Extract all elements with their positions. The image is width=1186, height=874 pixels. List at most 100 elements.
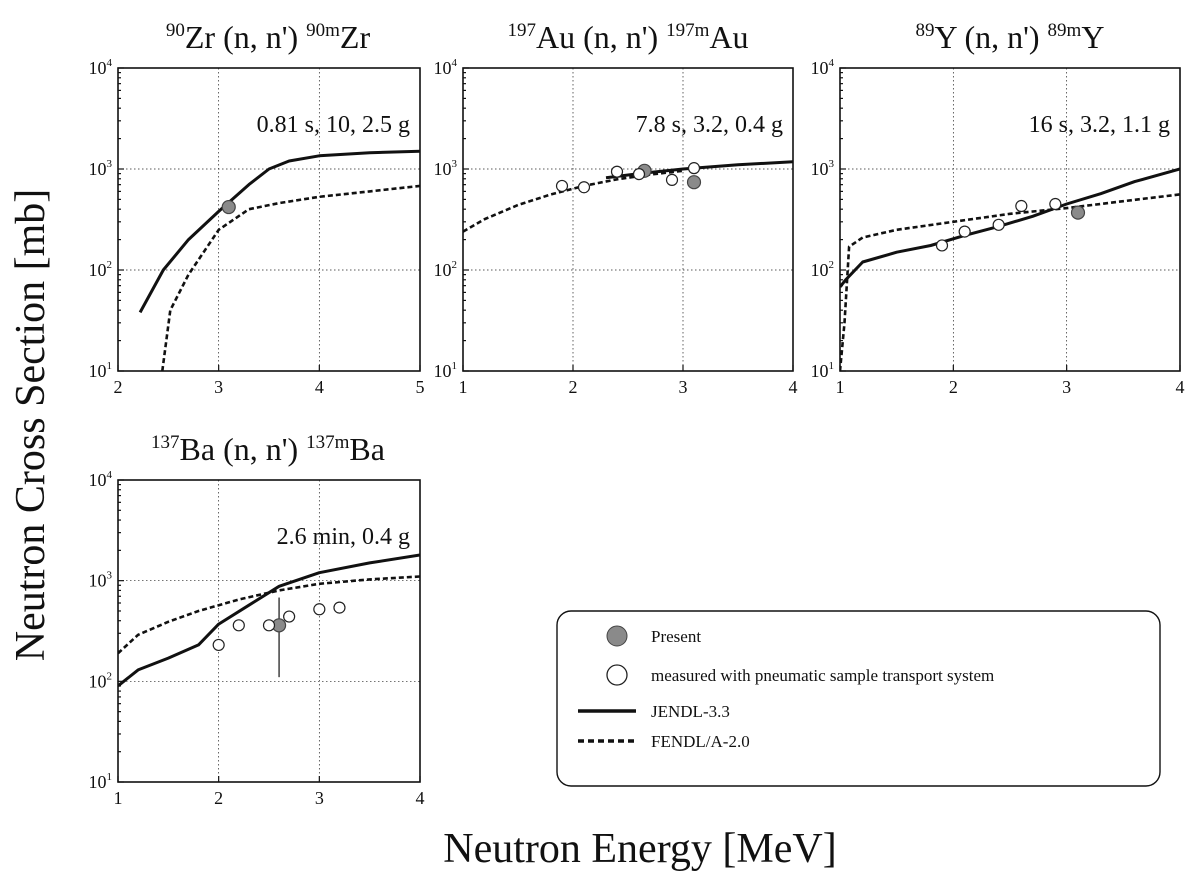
fendl-curve	[118, 575, 420, 655]
panel-annotation: 7.8 s, 3.2, 0.4 g	[636, 112, 783, 138]
y-tick-label: 101	[89, 771, 113, 792]
title-mass-number: 89	[916, 20, 935, 41]
plot-frame	[117, 479, 421, 783]
y-tick-exponent: 4	[452, 57, 458, 69]
x-tick-label: 2	[569, 377, 578, 397]
plot-area	[138, 149, 420, 371]
y-tick-exponent: 3	[107, 570, 113, 582]
y-tick-exponent: 4	[107, 57, 113, 69]
y-tick-label: 104	[811, 57, 835, 78]
y-tick-label: 102	[434, 259, 458, 280]
y-tick-base: 10	[434, 361, 452, 381]
y-tick-exponent: 4	[107, 469, 113, 481]
y-tick-base: 10	[811, 260, 829, 280]
y-tick-base: 10	[811, 361, 829, 381]
x-tick-label: 1	[836, 377, 845, 397]
y-tick-label: 101	[89, 360, 113, 381]
x-tick-label: 2	[949, 377, 958, 397]
x-tick-label: 4	[315, 377, 324, 397]
y-tick-base: 10	[89, 470, 107, 490]
jendl-curve	[118, 553, 420, 688]
plot-frame	[462, 67, 794, 372]
y-tick-base: 10	[811, 58, 829, 78]
y-tick-base: 10	[89, 58, 107, 78]
y-tick-exponent: 1	[829, 360, 835, 372]
measured-point	[313, 603, 326, 616]
title-mass-number: 90	[166, 20, 185, 41]
measured-point	[577, 181, 591, 194]
measured-point	[958, 225, 971, 238]
title-reaction: Zr (n, n')	[185, 19, 306, 55]
measured-point	[212, 638, 225, 652]
panel-title: 197Au (n, n') 197mAu	[507, 19, 748, 55]
x-tick-label: 2	[214, 788, 223, 808]
y-tick-label: 101	[811, 360, 835, 381]
y-tick-exponent: 3	[107, 158, 113, 170]
plot-frame	[839, 67, 1181, 372]
panel-annotation: 0.81 s, 10, 2.5 g	[257, 112, 410, 138]
present-point	[221, 199, 236, 215]
y-tick-label: 103	[89, 158, 113, 179]
fendl-curve	[463, 169, 684, 233]
y-tick-base: 10	[434, 159, 452, 179]
y-tick-base: 10	[89, 671, 107, 691]
title-isomer-mass-number: 90m	[306, 20, 340, 41]
jendl-curve	[138, 149, 420, 314]
panel-title: 90Zr (n, n') 90mZr	[166, 19, 371, 55]
measured-point	[555, 179, 569, 193]
plot-frame	[117, 67, 421, 372]
fendl-curve	[840, 193, 1180, 371]
x-tick-label: 4	[1176, 377, 1185, 397]
present-point	[686, 175, 702, 190]
y-tick-label: 104	[89, 57, 113, 78]
y-tick-exponent: 3	[829, 158, 835, 170]
title-reaction: Au (n, n')	[536, 19, 666, 55]
title-product: Zr	[340, 19, 371, 55]
legend-measured-marker	[606, 664, 628, 686]
y-tick-exponent: 2	[452, 259, 458, 271]
title-reaction: Ba (n, n')	[180, 431, 307, 467]
measured-point	[632, 168, 646, 181]
legend-label-present: Present	[651, 627, 701, 646]
y-tick-base: 10	[434, 260, 452, 280]
y-tick-exponent: 3	[452, 158, 458, 170]
title-mass-number: 197	[507, 20, 536, 41]
jendl-curve	[605, 160, 793, 180]
y-tick-label: 102	[811, 259, 835, 280]
panel-title: 89Y (n, n') 89mY	[916, 19, 1105, 55]
plot-area	[118, 553, 420, 688]
measured-point	[665, 173, 679, 186]
legend-box	[556, 610, 1161, 787]
title-product: Ba	[349, 431, 385, 467]
x-tick-label: 2	[114, 377, 123, 397]
y-tick-exponent: 2	[107, 259, 113, 271]
y-tick-base: 10	[89, 571, 107, 591]
panel-annotation: 2.6 min, 0.4 g	[277, 524, 410, 550]
y-tick-base: 10	[811, 159, 829, 179]
x-tick-label: 4	[789, 377, 798, 397]
x-tick-label: 3	[315, 788, 324, 808]
y-tick-base: 10	[89, 361, 107, 381]
title-mass-number: 137	[151, 432, 180, 453]
legend: Present measured with pneumatic sample t…	[556, 610, 1161, 787]
y-tick-label: 102	[89, 259, 113, 280]
measured-point	[935, 239, 949, 252]
y-tick-label: 101	[434, 360, 458, 381]
title-isomer-mass-number: 197m	[666, 20, 710, 41]
y-tick-exponent: 1	[107, 771, 113, 783]
fendl-curve	[161, 184, 420, 371]
x-tick-label: 1	[114, 788, 123, 808]
title-product: Y	[1081, 19, 1104, 55]
measured-point	[687, 162, 701, 175]
y-tick-exponent: 2	[829, 259, 835, 271]
x-tick-label: 5	[416, 377, 425, 397]
present-point	[1070, 205, 1086, 220]
measured-point	[232, 619, 245, 632]
y-tick-label: 103	[811, 158, 835, 179]
